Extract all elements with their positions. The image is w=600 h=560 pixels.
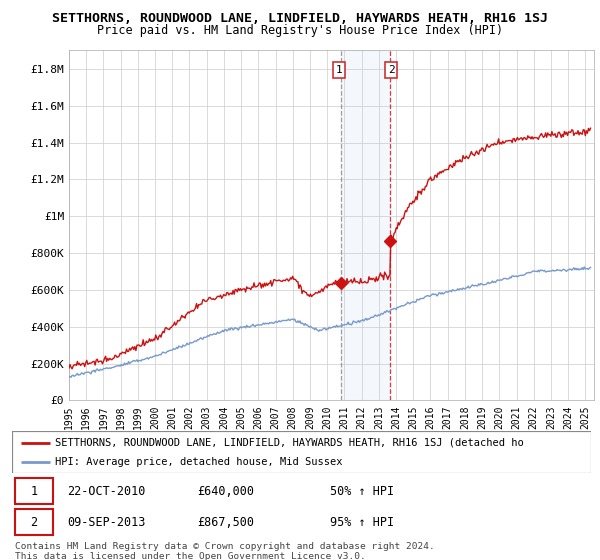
Text: HPI: Average price, detached house, Mid Sussex: HPI: Average price, detached house, Mid … <box>55 457 343 467</box>
Text: £867,500: £867,500 <box>197 516 254 529</box>
Text: 2: 2 <box>30 516 37 529</box>
Bar <box>341 50 391 400</box>
Bar <box>15 509 53 535</box>
Text: 2: 2 <box>388 65 395 75</box>
Text: 95% ↑ HPI: 95% ↑ HPI <box>331 516 395 529</box>
Text: Contains HM Land Registry data © Crown copyright and database right 2024.
This d: Contains HM Land Registry data © Crown c… <box>15 542 435 560</box>
Text: SETTHORNS, ROUNDWOOD LANE, LINDFIELD, HAYWARDS HEATH, RH16 1SJ: SETTHORNS, ROUNDWOOD LANE, LINDFIELD, HA… <box>52 12 548 25</box>
Text: 1: 1 <box>336 65 343 75</box>
Text: Price paid vs. HM Land Registry's House Price Index (HPI): Price paid vs. HM Land Registry's House … <box>97 24 503 37</box>
Text: 09-SEP-2013: 09-SEP-2013 <box>67 516 145 529</box>
Bar <box>15 478 53 505</box>
Text: SETTHORNS, ROUNDWOOD LANE, LINDFIELD, HAYWARDS HEATH, RH16 1SJ (detached ho: SETTHORNS, ROUNDWOOD LANE, LINDFIELD, HA… <box>55 437 524 447</box>
Text: 50% ↑ HPI: 50% ↑ HPI <box>331 485 395 498</box>
Text: 1: 1 <box>30 485 37 498</box>
Text: £640,000: £640,000 <box>197 485 254 498</box>
Text: 22-OCT-2010: 22-OCT-2010 <box>67 485 145 498</box>
